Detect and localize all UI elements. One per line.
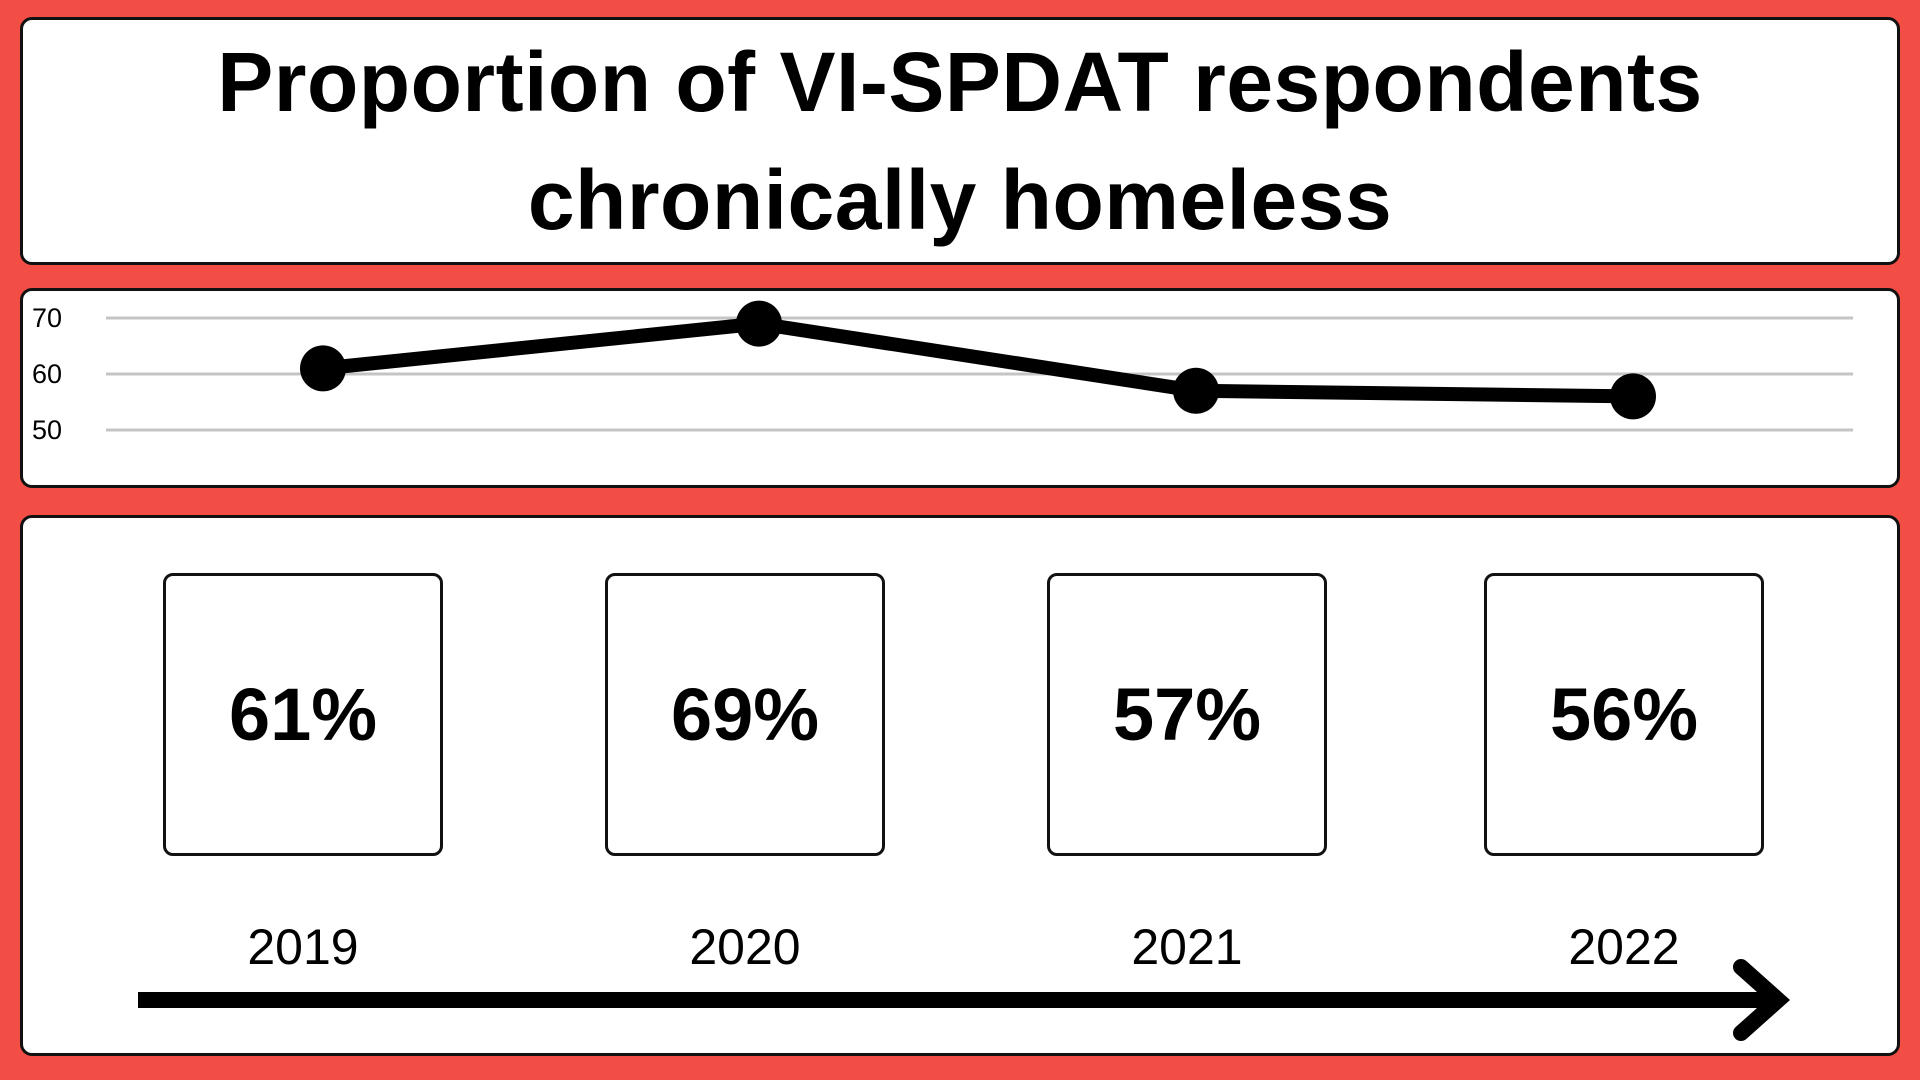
data-points [300, 300, 1656, 420]
stat-card-2022: 56% [1484, 573, 1764, 856]
stat-value: 57% [1112, 673, 1262, 756]
line-chart: 70 60 50 [32, 300, 1853, 445]
year-label: 2021 [1131, 919, 1243, 975]
year-label: 2020 [689, 919, 801, 975]
year-label: 2019 [247, 919, 359, 975]
chart-title: Proportion of VI-SPDAT respondents chron… [217, 35, 1703, 247]
series-line [322, 316, 1634, 404]
stat-card-2020: 69% [605, 573, 885, 856]
y-tick-label: 50 [32, 415, 62, 445]
data-point-2021 [1173, 367, 1219, 414]
year-label: 2022 [1568, 919, 1680, 975]
y-tick-label: 70 [32, 303, 62, 333]
data-point-2020 [736, 300, 782, 347]
data-point-2019 [300, 345, 346, 392]
timeline-arrow-icon [138, 959, 1791, 1041]
stat-value: 56% [1549, 673, 1699, 756]
title-panel: Proportion of VI-SPDAT respondents chron… [20, 17, 1900, 265]
series-polyline [322, 316, 1634, 404]
stat-value: 61% [228, 673, 378, 756]
data-point-2022 [1610, 373, 1656, 420]
y-tick-label: 60 [32, 359, 62, 389]
line-chart-panel: 70 60 50 [20, 288, 1900, 488]
stat-card-2019: 61% [163, 573, 443, 856]
gridlines [106, 316, 1853, 432]
stat-value: 69% [670, 673, 820, 756]
stats-panel: 61% 69% 57% 56% 2019 2020 2021 2022 [20, 515, 1900, 1056]
y-axis-ticks: 70 60 50 [32, 303, 62, 445]
stat-card-2021: 57% [1047, 573, 1327, 856]
